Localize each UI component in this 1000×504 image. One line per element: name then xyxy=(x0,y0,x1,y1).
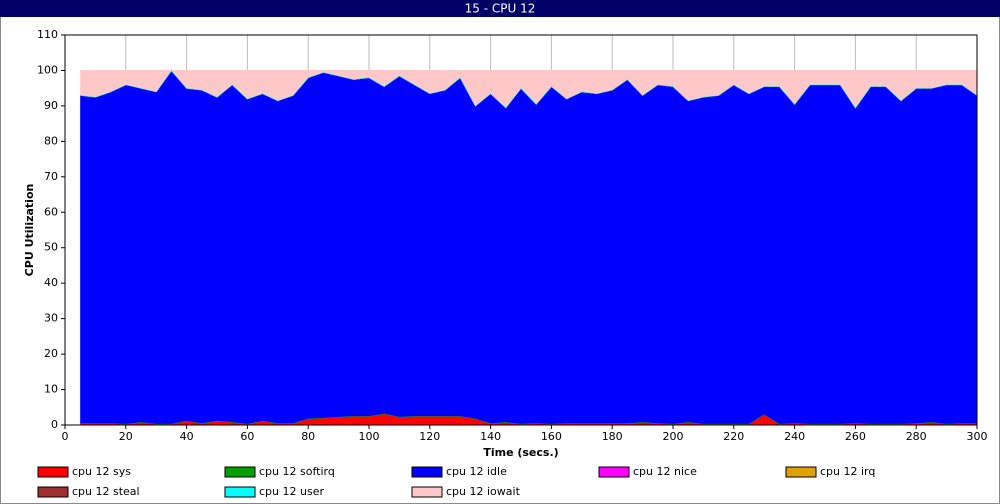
x-tick-label: 260 xyxy=(845,430,866,443)
legend-swatch xyxy=(598,466,630,478)
x-tick-label: 280 xyxy=(906,430,927,443)
y-tick-label: 110 xyxy=(37,28,58,41)
legend-label: cpu 12 softirq xyxy=(259,465,335,478)
y-tick-label: 100 xyxy=(37,63,58,76)
x-tick-label: 140 xyxy=(480,430,501,443)
area xyxy=(80,70,977,108)
legend-swatch xyxy=(224,486,256,498)
y-axis-label: CPU Utilization xyxy=(23,184,36,277)
area xyxy=(80,413,977,425)
y-tick-label: 0 xyxy=(51,418,58,431)
x-tick-label: 180 xyxy=(602,430,623,443)
legend-label: cpu 12 iowait xyxy=(446,485,521,498)
y-tick-label: 50 xyxy=(44,241,58,254)
x-tick-label: 0 xyxy=(62,430,69,443)
legend-swatch xyxy=(785,466,817,478)
y-tick-label: 30 xyxy=(44,312,58,325)
x-tick-label: 40 xyxy=(180,430,194,443)
x-tick-label: 80 xyxy=(301,430,315,443)
x-tick-label: 160 xyxy=(541,430,562,443)
legend-swatch xyxy=(37,486,69,498)
legend-label: cpu 12 user xyxy=(259,485,324,498)
legend-swatch xyxy=(411,486,443,498)
chart-title: 15 - CPU 12 xyxy=(465,2,536,16)
x-tick-label: 60 xyxy=(240,430,254,443)
legend-label: cpu 12 irq xyxy=(820,465,875,478)
legend-label: cpu 12 idle xyxy=(446,465,507,478)
x-tick-label: 20 xyxy=(119,430,133,443)
legend-label: cpu 12 nice xyxy=(633,465,697,478)
legend-swatch xyxy=(37,466,69,478)
area xyxy=(80,70,977,424)
x-tick-label: 100 xyxy=(359,430,380,443)
x-tick-label: 300 xyxy=(967,430,988,443)
y-tick-label: 90 xyxy=(44,99,58,112)
title-bar xyxy=(0,0,1000,17)
legend-swatch xyxy=(224,466,256,478)
y-tick-label: 40 xyxy=(44,276,58,289)
y-tick-label: 70 xyxy=(44,170,58,183)
x-tick-label: 120 xyxy=(419,430,440,443)
y-tick-label: 80 xyxy=(44,134,58,147)
x-tick-label: 240 xyxy=(784,430,805,443)
y-tick-label: 60 xyxy=(44,205,58,218)
x-tick-label: 220 xyxy=(723,430,744,443)
x-axis-label: Time (secs.) xyxy=(483,446,558,459)
y-tick-label: 10 xyxy=(44,383,58,396)
legend-label: cpu 12 steal xyxy=(72,485,140,498)
x-tick-label: 200 xyxy=(663,430,684,443)
plot-border xyxy=(64,34,978,426)
legend-swatch xyxy=(411,466,443,478)
legend-label: cpu 12 sys xyxy=(72,465,131,478)
y-tick-label: 20 xyxy=(44,347,58,360)
